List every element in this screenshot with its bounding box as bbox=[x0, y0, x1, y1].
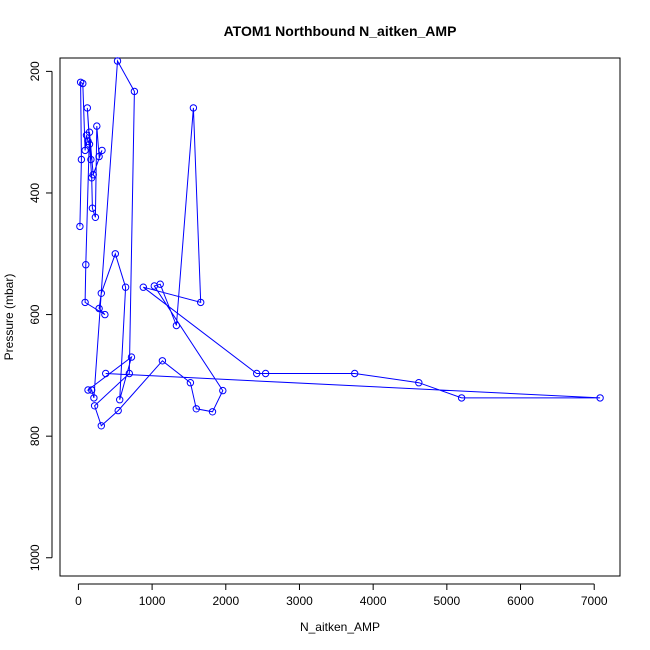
data-point bbox=[114, 406, 122, 415]
data-point bbox=[97, 289, 106, 297]
data-point bbox=[197, 298, 205, 307]
data-point bbox=[81, 146, 89, 155]
data-point bbox=[83, 104, 92, 112]
data-point bbox=[192, 405, 201, 413]
data-point bbox=[85, 140, 94, 149]
data-point bbox=[102, 369, 110, 378]
data-point bbox=[97, 422, 106, 430]
x-tick-label: 1000 bbox=[139, 594, 166, 608]
data-point bbox=[90, 402, 99, 410]
data-point bbox=[172, 321, 181, 330]
x-tick-label: 4000 bbox=[360, 594, 387, 608]
x-tick-label: 6000 bbox=[507, 594, 534, 608]
data-point bbox=[253, 369, 261, 378]
x-tick-label: 2000 bbox=[212, 594, 239, 608]
data-point bbox=[139, 283, 148, 291]
data-point bbox=[76, 222, 84, 231]
data-point bbox=[113, 57, 122, 65]
data-point bbox=[158, 357, 167, 365]
data-point bbox=[85, 128, 94, 136]
data-point bbox=[91, 213, 100, 222]
x-tick-label: 5000 bbox=[433, 594, 460, 608]
data-point bbox=[84, 386, 92, 394]
data-point bbox=[261, 369, 270, 378]
data-point bbox=[127, 353, 136, 361]
data-point bbox=[130, 87, 139, 96]
data-point bbox=[116, 396, 124, 404]
data-point bbox=[79, 79, 87, 88]
x-tick-label: 3000 bbox=[286, 594, 313, 608]
data-point bbox=[81, 298, 89, 307]
data-point bbox=[95, 304, 103, 313]
y-tick-label: 600 bbox=[28, 304, 42, 324]
chart-title: ATOM1 Northbound N_aitken_AMP bbox=[224, 23, 457, 39]
data-point bbox=[415, 379, 423, 387]
data-point bbox=[111, 250, 120, 258]
data-point bbox=[82, 261, 90, 269]
data-point bbox=[208, 408, 217, 416]
data-point bbox=[351, 369, 359, 378]
data-point bbox=[219, 386, 227, 395]
y-tick-label: 800 bbox=[28, 426, 42, 446]
data-point bbox=[93, 122, 101, 130]
data-point bbox=[156, 280, 164, 288]
series-line bbox=[79, 59, 601, 427]
y-tick-label: 200 bbox=[28, 61, 42, 81]
data-point bbox=[457, 394, 466, 402]
x-axis: 0 1000 2000 3000 4000 5000 6000 7000 bbox=[75, 583, 608, 608]
x-axis-label: N_aitken_AMP bbox=[300, 620, 380, 634]
data-point bbox=[98, 146, 106, 155]
series-layer bbox=[76, 57, 604, 430]
data-point bbox=[189, 104, 198, 112]
y-tick-label: 1000 bbox=[28, 544, 42, 571]
data-point bbox=[186, 379, 195, 387]
x-tick-label: 7000 bbox=[581, 594, 608, 608]
data-point bbox=[95, 152, 103, 161]
y-tick-label: 400 bbox=[28, 183, 42, 203]
y-axis-label: Pressure (mbar) bbox=[2, 274, 16, 361]
data-point bbox=[87, 155, 95, 164]
data-point bbox=[101, 310, 109, 319]
plot-frame bbox=[59, 57, 621, 577]
data-point bbox=[88, 386, 96, 394]
data-point bbox=[77, 155, 86, 164]
data-point bbox=[88, 204, 97, 212]
data-point bbox=[596, 394, 604, 402]
data-point bbox=[125, 369, 134, 378]
data-point bbox=[90, 394, 98, 402]
data-point bbox=[89, 171, 97, 179]
data-point bbox=[121, 283, 130, 291]
y-axis: 200 400 600 800 1000 bbox=[28, 61, 53, 571]
x-tick-label: 0 bbox=[75, 594, 82, 608]
